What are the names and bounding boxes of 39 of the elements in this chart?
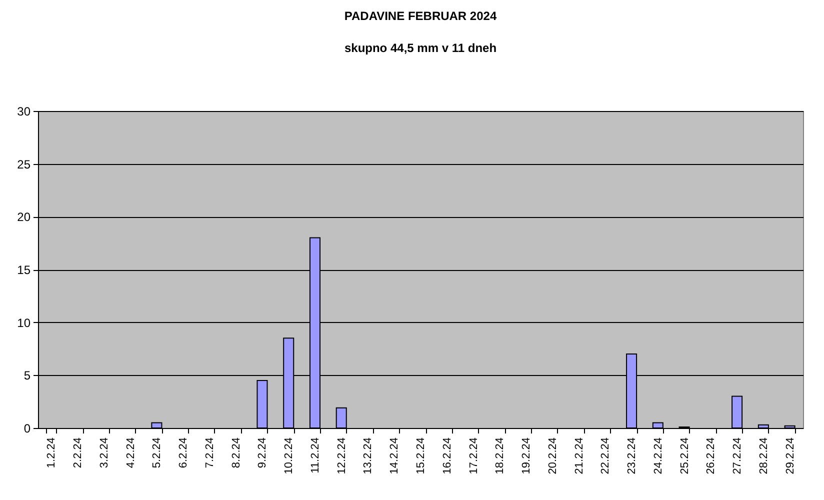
x-tick-label: 19.2.24: [520, 438, 533, 474]
x-tick-label: 29.2.24: [784, 438, 796, 474]
x-tick-label: 9.2.24: [256, 438, 269, 468]
y-tick-label: 0: [24, 422, 31, 436]
x-tick-label: 17.2.24: [468, 438, 480, 474]
x-tick-label: 15.2.24: [415, 438, 427, 474]
y-tick-label: 30: [17, 104, 31, 118]
x-tick-label: 12.2.24: [336, 438, 348, 474]
x-tick-label: 8.2.24: [230, 438, 242, 468]
x-tick-label: 14.2.24: [388, 438, 401, 474]
chart-title: PADAVINE FEBRUAR 2024: [344, 9, 497, 23]
x-tick-label: 11.2.24: [309, 438, 322, 474]
x-tick-label: 7.2.24: [204, 438, 216, 468]
y-tick-label: 10: [17, 316, 31, 330]
y-tick-label: 5: [24, 368, 31, 383]
x-tick-label: 25.2.24: [678, 438, 691, 474]
x-tick-label: 18.2.24: [494, 438, 506, 474]
x-tick-label: 27.2.24: [732, 438, 744, 474]
x-tick-label: 20.2.24: [546, 438, 559, 474]
y-tick-label: 15: [17, 263, 31, 277]
y-tick-label: 20: [17, 210, 31, 224]
x-tick-label: 23.2.24: [626, 438, 638, 474]
x-tick-label: 2.2.24: [72, 438, 84, 468]
chart-subtitle: skupno 44,5 mm v 11 dneh: [344, 41, 497, 55]
y-tick-label: 25: [17, 157, 31, 172]
x-tick-label: 6.2.24: [178, 438, 190, 468]
x-tick-label: 22.2.24: [600, 438, 612, 474]
x-tick-label: 28.2.24: [758, 438, 770, 474]
x-tick-label: 3.2.24: [98, 438, 110, 468]
x-tick-label: 13.2.24: [362, 438, 374, 474]
x-tick-label: 16.2.24: [441, 438, 454, 474]
x-tick-label: 26.2.24: [705, 438, 718, 474]
bar: [151, 422, 162, 428]
x-tick-label: 21.2.24: [573, 438, 586, 474]
x-tick-label: 10.2.24: [283, 438, 296, 474]
x-tick-label: 24.2.24: [652, 438, 664, 474]
x-tick-label: 4.2.24: [124, 438, 137, 468]
x-tick-label: 5.2.24: [151, 438, 164, 468]
x-tick-label: 1.2.24: [46, 438, 58, 468]
